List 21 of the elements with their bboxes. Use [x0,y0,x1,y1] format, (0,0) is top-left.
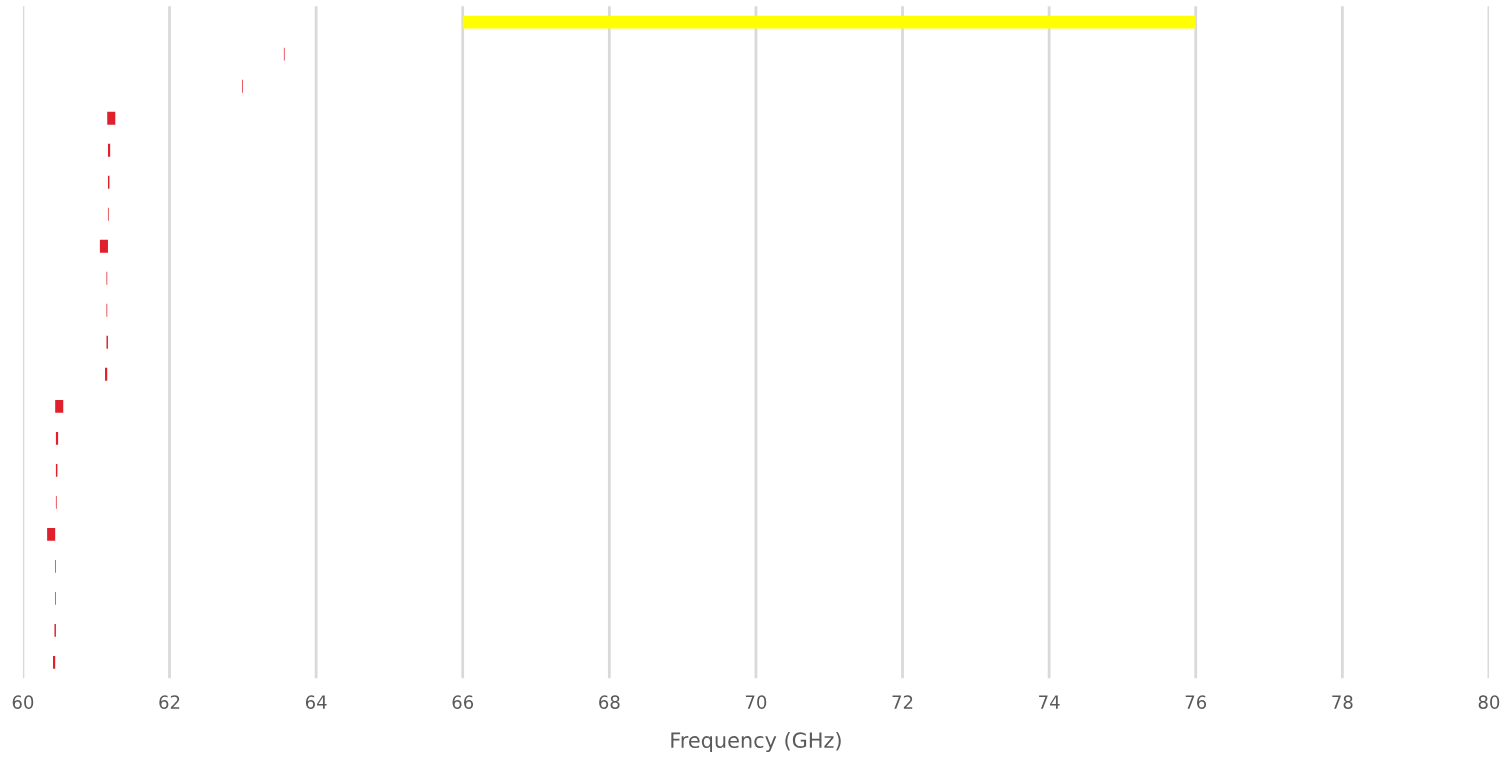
bar [47,527,56,541]
x-tick-label: 66 [452,695,474,709]
x-tick-label: 72 [892,695,913,709]
bar [462,15,1196,29]
bar [107,111,116,125]
x-tick-label: 64 [305,695,327,709]
x-tick-label: 78 [1332,695,1353,709]
x-tick-label: 80 [1478,695,1500,709]
bar [105,367,108,381]
bar [99,239,108,253]
x-tick-label: 60 [12,695,34,709]
bar [52,655,56,669]
bar [55,399,64,413]
bar [55,431,59,445]
x-tick-label: 68 [599,695,620,709]
x-tick-label: 70 [745,695,767,709]
bar [107,143,111,157]
x-tick-label: 76 [1185,695,1207,709]
x-axis-title: Frequency (GHz) [671,731,841,753]
x-tick-label: 62 [159,695,180,709]
x-tick-label: 74 [1039,695,1060,709]
